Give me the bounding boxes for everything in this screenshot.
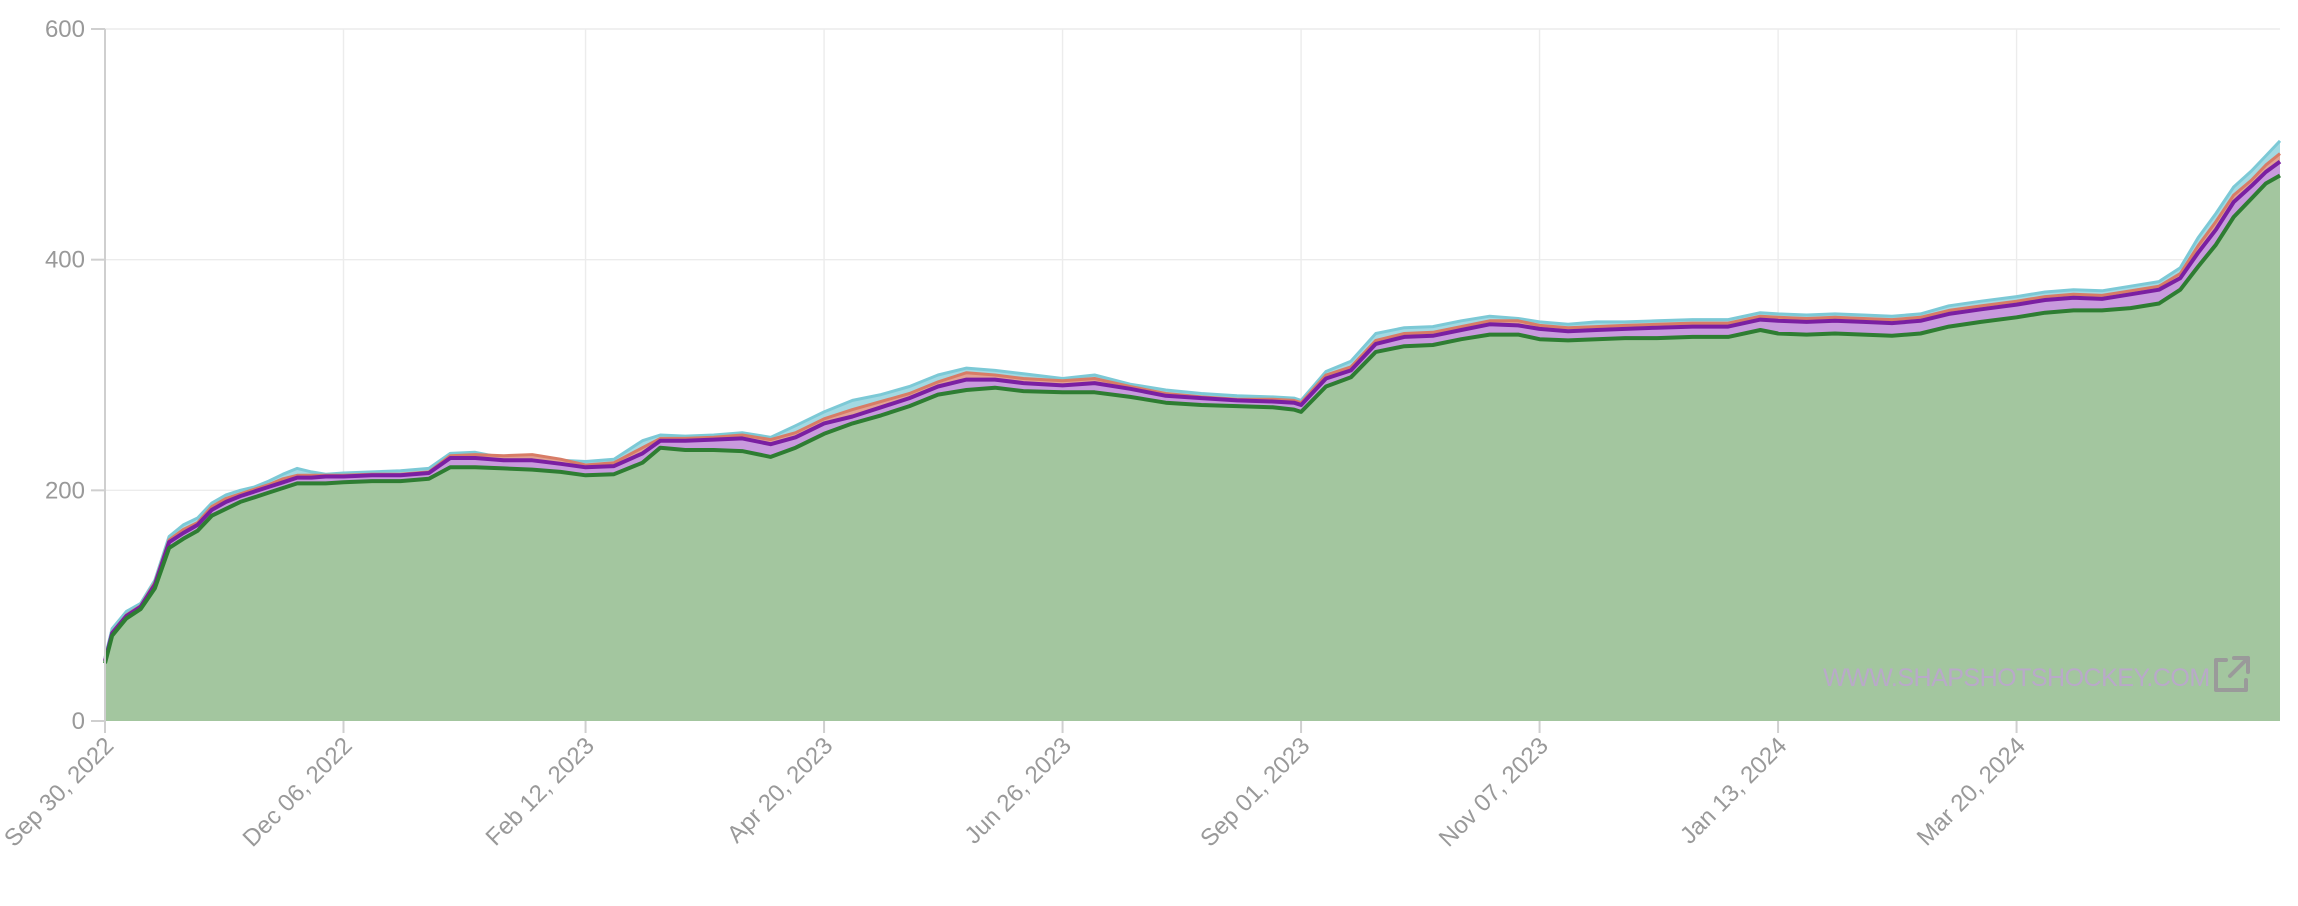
x-tick-label: Apr 20, 2023 — [722, 732, 838, 848]
x-tick-label: Feb 12, 2023 — [481, 732, 600, 851]
series-line — [103, 152, 2281, 661]
x-tick-label: Dec 06, 2022 — [238, 732, 358, 852]
watermark-text: WWW.SHAPSHOTSHOCKEY.COM — [1823, 664, 2210, 692]
x-tick-label: Sep 30, 2022 — [0, 732, 119, 852]
series-area — [105, 175, 2280, 721]
x-tick-label: Nov 07, 2023 — [1434, 732, 1554, 852]
series-line — [103, 159, 2282, 662]
x-tick-labels: Sep 30, 2022 Dec 06, 2022 Feb 12, 2023 Apr … — [0, 721, 2031, 852]
x-tick-label: Jun 26, 2023 — [960, 732, 1077, 849]
y-tick-labels: 0 200 400 600 — [45, 16, 105, 735]
series-layer — [103, 139, 2282, 722]
x-tick-label: Sep 01, 2023 — [1195, 732, 1315, 852]
y-tick-label: 200 — [45, 477, 85, 504]
series-line — [103, 173, 2281, 664]
y-tick-label: 600 — [45, 16, 85, 43]
y-tick-label: 400 — [45, 247, 85, 274]
series-line — [103, 139, 2282, 658]
x-tick-label: Jan 13, 2024 — [1675, 732, 1792, 849]
external-link-icon[interactable] — [2214, 656, 2250, 692]
x-tick-label: Mar 20, 2024 — [1912, 732, 2031, 851]
watermark-group[interactable]: WWW.SHAPSHOTSHOCKEY.COM — [1823, 656, 2250, 692]
y-tick-label: 0 — [72, 708, 85, 735]
